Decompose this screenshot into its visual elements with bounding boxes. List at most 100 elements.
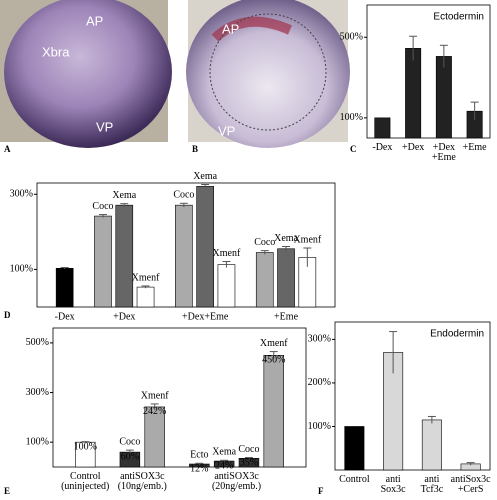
panel-label: C: [350, 144, 357, 154]
bar: [405, 48, 422, 139]
dashed-circle: [209, 13, 327, 131]
x-tick-label: +Dex: [113, 311, 135, 322]
bar-label: Xmenf: [293, 234, 321, 245]
value-label: 242%: [143, 406, 166, 417]
y-tick-label: 100%: [10, 264, 33, 275]
label-line: antiSox3c: [451, 474, 492, 485]
x-tick-label: +Dex+Eme: [432, 142, 457, 163]
x-tick-label: +Eme: [274, 311, 299, 322]
x-tick-label: +Dex+Eme: [182, 311, 229, 322]
bar-label: Xmenf: [132, 272, 160, 283]
chart-title: Endodermin: [430, 329, 484, 340]
label-line: Sox3c: [381, 484, 407, 495]
x-tick-label: -Dex: [372, 142, 392, 153]
label-line: anti: [386, 474, 401, 485]
plot-frame: [52, 327, 307, 468]
bar: [277, 248, 295, 308]
panel-label: B: [192, 144, 198, 154]
x-tick-label: +Eme: [463, 142, 488, 153]
label-line: +Eme: [432, 152, 457, 163]
label-line: Tcf3c: [421, 484, 444, 495]
bar-label: Coco: [238, 444, 259, 455]
y-tick-label: 300%: [308, 334, 331, 345]
label-line: +Dex: [402, 142, 424, 153]
y-tick-label: 300%: [26, 387, 49, 398]
bar-label: Xema: [193, 171, 217, 182]
label-line: antiSOX3c: [214, 471, 259, 482]
value-label: 60%: [121, 451, 139, 462]
photo-label: VP: [218, 123, 235, 138]
label-line: anti: [424, 474, 439, 485]
y-tick-label: 500%: [26, 337, 49, 348]
bar: [255, 252, 274, 308]
bar-label: Ecto: [190, 450, 208, 461]
label-line: (10ng/emb.): [118, 481, 167, 492]
bar-label: Xmenf: [213, 248, 241, 259]
bar-label: Xmenf: [260, 338, 288, 349]
photo-label: VP: [96, 119, 113, 134]
plot-frame: [366, 4, 491, 139]
label-line: +Dex: [433, 142, 455, 153]
photo-label: AP: [222, 21, 239, 36]
label-line: Control: [70, 471, 101, 482]
photo-label: AP: [86, 13, 103, 28]
value-label: 12%: [190, 463, 208, 474]
value-label: 24%: [215, 460, 233, 471]
bar-label: Xema: [212, 447, 236, 458]
y-tick-label: 100%: [308, 421, 331, 432]
photo-label: Xbra: [42, 44, 70, 59]
bar: [136, 286, 155, 308]
bar-label: Xmenf: [141, 390, 169, 401]
label-line: (uninjected): [61, 481, 109, 492]
bar: [435, 56, 452, 139]
chart-title: Ectodermin: [433, 12, 484, 23]
bar: [55, 267, 74, 308]
bar-label: Coco: [92, 201, 113, 212]
bar-label: Xema: [274, 233, 298, 244]
label-line: +Eme: [463, 142, 488, 153]
bar-label: Xema: [112, 190, 136, 201]
y-tick-label: 100%: [340, 112, 363, 123]
label-line: antiSOX3c: [120, 471, 165, 482]
value-label: 450%: [262, 355, 285, 366]
bar-label: Coco: [254, 237, 275, 248]
panel-label: D: [4, 310, 11, 320]
value-label: 100%: [74, 441, 97, 452]
embryo-a: [4, 0, 172, 148]
x-tick-label: antiSOX3c (20ng/emb.): [212, 471, 261, 492]
panel-label: A: [4, 144, 11, 154]
bar-label: Coco: [173, 190, 194, 201]
x-tick-label: Control: [339, 474, 370, 485]
x-tick-label: antiSOX3c (10ng/emb.): [118, 471, 167, 492]
plot-frame: [334, 321, 491, 471]
panel-label: E: [4, 486, 10, 496]
panel-label: F: [318, 486, 324, 496]
embryo-b: [186, 0, 350, 148]
x-tick-label: antiSox3c +CerS: [451, 474, 492, 495]
y-tick-label: 300%: [10, 189, 33, 200]
bar: [217, 264, 236, 308]
bar: [263, 355, 284, 468]
x-tick-label: anti Sox3c: [381, 474, 407, 495]
y-tick-label: 500%: [340, 32, 363, 43]
bar: [94, 215, 112, 308]
x-tick-label: anti Tcf3c: [421, 474, 444, 495]
x-tick-label: +Dex: [402, 142, 424, 153]
label-line: Control: [339, 474, 370, 485]
bar-label: Coco: [119, 436, 140, 447]
staining: [211, 16, 293, 42]
y-tick-label: 200%: [308, 377, 331, 388]
label-line: +CerS: [458, 484, 484, 495]
label-line: (20ng/emb.): [212, 481, 261, 492]
bar: [344, 426, 365, 471]
x-tick-label: Control (uninjected): [61, 471, 109, 492]
x-tick-label: -Dex: [55, 311, 75, 322]
label-line: -Dex: [372, 142, 392, 153]
bar: [196, 186, 214, 308]
bar: [115, 204, 134, 308]
bar: [421, 419, 442, 471]
bar: [374, 117, 391, 139]
y-tick-label: 100%: [26, 436, 49, 447]
value-label: 35%: [240, 458, 258, 469]
